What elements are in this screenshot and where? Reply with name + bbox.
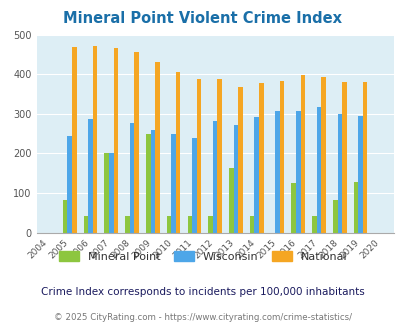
Bar	[233, 125, 238, 233]
Bar	[175, 72, 180, 233]
Bar	[171, 134, 175, 233]
Bar	[316, 107, 320, 233]
Bar	[228, 169, 233, 233]
Bar	[72, 47, 77, 233]
Bar	[196, 80, 201, 233]
Legend: Mineral Point, Wisconsin, National: Mineral Point, Wisconsin, National	[54, 247, 351, 267]
Bar	[113, 48, 118, 233]
Bar	[311, 215, 316, 233]
Bar	[208, 215, 212, 233]
Bar	[275, 112, 279, 233]
Bar	[134, 52, 139, 233]
Bar	[192, 138, 196, 233]
Bar	[155, 62, 159, 233]
Bar	[258, 83, 263, 233]
Bar	[83, 215, 88, 233]
Bar	[187, 215, 192, 233]
Bar	[358, 116, 362, 233]
Text: Crime Index corresponds to incidents per 100,000 inhabitants: Crime Index corresponds to incidents per…	[41, 287, 364, 297]
Bar	[125, 215, 130, 233]
Text: © 2025 CityRating.com - https://www.cityrating.com/crime-statistics/: © 2025 CityRating.com - https://www.city…	[54, 313, 351, 322]
Bar	[104, 153, 109, 233]
Bar	[249, 215, 254, 233]
Bar	[150, 130, 155, 233]
Bar	[337, 114, 341, 233]
Bar	[238, 87, 242, 233]
Bar	[320, 77, 325, 233]
Bar	[332, 200, 337, 233]
Bar	[217, 80, 222, 233]
Bar	[166, 215, 171, 233]
Bar	[109, 153, 113, 233]
Text: Mineral Point Violent Crime Index: Mineral Point Violent Crime Index	[63, 11, 342, 25]
Bar	[295, 112, 300, 233]
Bar	[341, 82, 346, 233]
Bar	[279, 81, 283, 233]
Bar	[254, 116, 258, 233]
Bar	[146, 134, 150, 233]
Bar	[212, 121, 217, 233]
Bar	[93, 46, 97, 233]
Bar	[291, 183, 295, 233]
Bar	[88, 119, 93, 233]
Bar	[362, 82, 367, 233]
Bar	[67, 136, 72, 233]
Bar	[63, 200, 67, 233]
Bar	[353, 182, 358, 233]
Bar	[130, 123, 134, 233]
Bar	[300, 75, 305, 233]
